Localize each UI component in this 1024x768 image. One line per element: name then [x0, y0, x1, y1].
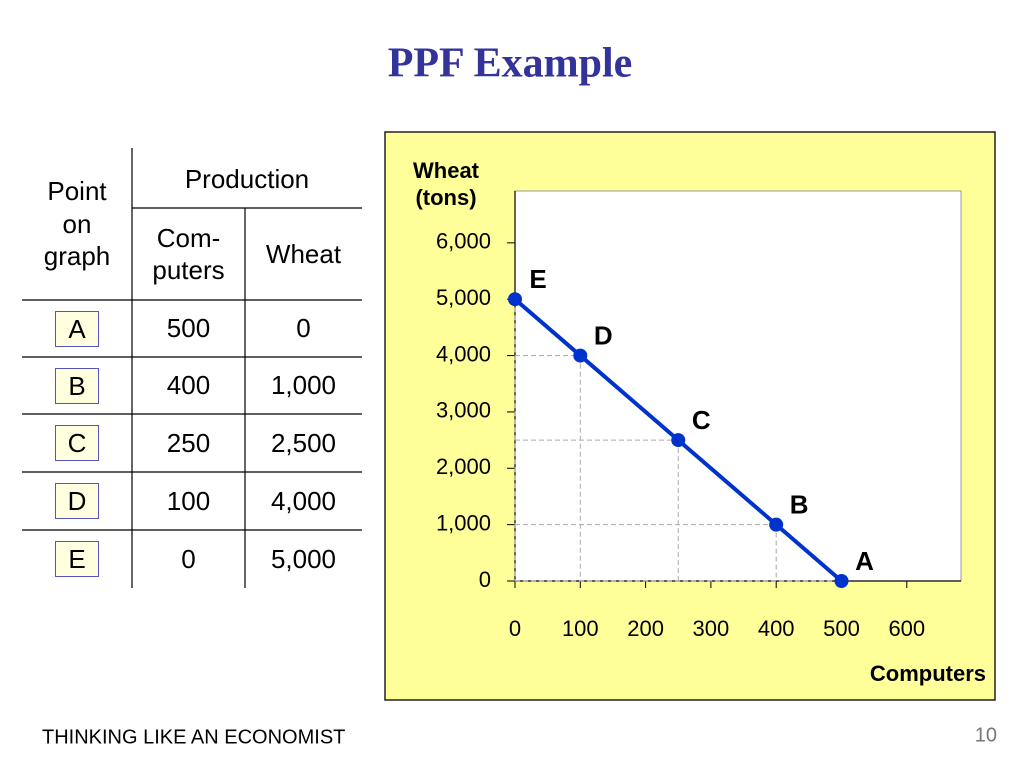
page-number: 10 [975, 724, 997, 746]
header-wheat: Wheat [265, 238, 342, 269]
point-letter: B [55, 367, 99, 404]
point-letter: E [55, 541, 99, 577]
point-label: B [790, 490, 809, 520]
table-value: 1,000 [270, 370, 337, 401]
x-tick-label: 100 [562, 616, 599, 641]
header-cell: Com-puters [132, 208, 245, 300]
header-cell: Wheat [245, 208, 362, 300]
point [834, 574, 849, 588]
table-cell: E [22, 530, 132, 588]
table-value: 2,500 [270, 427, 337, 458]
point [671, 433, 686, 448]
point [508, 292, 522, 307]
x-tick-label: 500 [823, 616, 860, 641]
y-tick-label: 4,000 [436, 341, 491, 366]
table-lines [22, 148, 362, 588]
x-tick-label: 200 [627, 616, 664, 641]
table-value: 5,000 [270, 543, 337, 574]
table-cell: 4,000 [245, 472, 362, 530]
x-tick-label: 0 [509, 616, 521, 641]
table-cell: 5,000 [245, 530, 362, 588]
header-computers: Com-puters [152, 222, 225, 286]
table-value: 500 [166, 313, 211, 344]
table-value: 100 [166, 485, 211, 516]
x-tick-label: 600 [888, 616, 925, 641]
point [769, 517, 784, 532]
y-tick-label: 0 [479, 567, 491, 592]
y-tick-label: 6,000 [436, 229, 491, 254]
table-cell: 2,500 [245, 414, 362, 472]
header-point: Point on graph [43, 176, 111, 272]
table-cell: A [22, 300, 132, 357]
table-value: 4,000 [270, 485, 337, 516]
point-label: D [594, 320, 613, 350]
plot-area [514, 190, 962, 582]
header-production: Production [184, 163, 310, 194]
table-cell: 100 [132, 472, 245, 530]
table-value: 400 [166, 370, 211, 401]
table-cell: 250 [132, 414, 245, 472]
y-axis-label-text: Wheat (tons) [413, 157, 479, 211]
x-tick-label: 400 [758, 616, 795, 641]
table-cell: 400 [132, 357, 245, 414]
point-label: C [692, 405, 711, 435]
table-value: 0 [296, 313, 311, 344]
table-cell: 0 [245, 300, 362, 357]
point [573, 348, 588, 363]
table-cell: B [22, 357, 132, 414]
y-tick-label: 2,000 [436, 454, 491, 479]
point-letter: C [54, 425, 100, 461]
table-cell: C [22, 414, 132, 472]
y-tick-label: 5,000 [436, 285, 491, 310]
y-tick-label: 3,000 [436, 398, 491, 423]
table-cell: 500 [132, 300, 245, 357]
table-cell: 1,000 [245, 357, 362, 414]
footer: THINKING LIKE AN ECONOMIST [42, 726, 345, 748]
point-letter: D [54, 483, 100, 519]
table-value: 250 [166, 427, 211, 458]
header-cell: Production [132, 150, 362, 208]
point-letter: A [55, 310, 99, 347]
table-cell: 0 [132, 530, 245, 588]
x-tick-label: 300 [693, 616, 730, 641]
chart: 0 1,000 2,000 3,000 4,000 5,000 6,000 0 100 200 30… [436, 191, 986, 686]
point-label: E [529, 264, 546, 294]
y-tick-label: 1,000 [436, 510, 491, 535]
y-axis-label: Wheat (tons) [396, 146, 496, 222]
table-value: 0 [181, 543, 196, 574]
x-axis-label: Computers [870, 661, 986, 686]
slide-title: PPF Example [388, 41, 633, 87]
header-cell: Point on graph [22, 148, 132, 300]
point-label: A [855, 546, 874, 576]
table-cell: D [22, 472, 132, 530]
